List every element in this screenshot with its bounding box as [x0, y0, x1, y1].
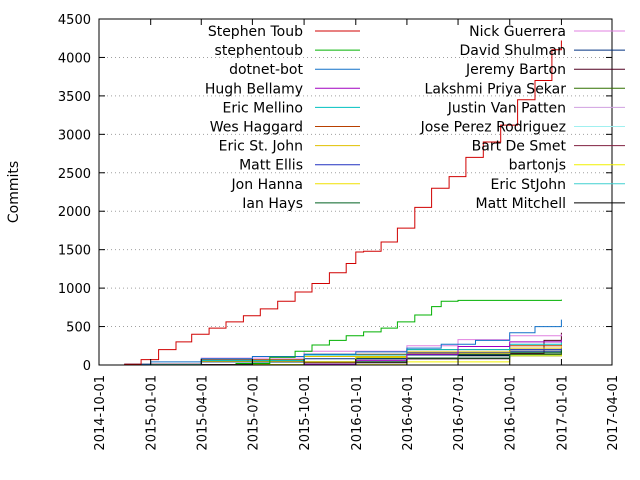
legend-label: bartonjs	[509, 158, 566, 174]
axis-ticks: 0 500 1000 1500 2000 2500 3000 3500 4000 4500 2014…	[58, 13, 621, 451]
x-tick-label: 2014-10-01	[93, 375, 108, 451]
y-tick-label: 4500	[58, 13, 91, 28]
legend-label: Eric St. John	[219, 139, 303, 155]
legend-label: Matt Mitchell	[475, 196, 566, 212]
y-tick-label: 500	[66, 321, 91, 336]
y-tick-label: 1000	[58, 282, 91, 297]
y-tick-label: 0	[83, 359, 91, 374]
legend-label: Jose Perez Rodriguez	[420, 120, 566, 136]
legend-label: David Shulman	[460, 43, 566, 59]
x-tick-label: 2015-07-01	[246, 375, 261, 451]
x-tick-label: 2016-04-01	[401, 375, 416, 451]
x-tick-label: 2016-10-01	[504, 375, 519, 451]
x-tick-label: 2015-10-01	[298, 375, 313, 451]
x-tick-label: 2015-01-01	[145, 375, 160, 451]
legend-label: Nick Guerrera	[469, 24, 566, 40]
legend-label: Lakshmi Priya Sekar	[425, 81, 567, 97]
x-tick-label: 2015-04-01	[195, 375, 210, 451]
x-tick-label: 2017-01-01	[555, 375, 570, 451]
legend-label: Eric StJohn	[491, 177, 566, 193]
legend-label: Eric Mellino	[223, 100, 303, 116]
y-tick-label: 3000	[58, 128, 91, 143]
legend-label: Ian Hays	[242, 196, 303, 212]
y-tick-label: 1500	[58, 244, 91, 259]
series-line-1	[235, 299, 562, 364]
legend-label: Justin Van Patten	[447, 100, 566, 116]
legend-label: stephentoub	[215, 43, 304, 59]
grid-lines	[99, 56, 612, 328]
y-tick-label: 4000	[58, 51, 91, 66]
legend: Stephen Toub stephentoub dotnet-bot Hugh Be…	[205, 24, 625, 212]
x-tick-label: 2017-04-01	[606, 375, 621, 451]
legend-label: Hugh Bellamy	[205, 81, 303, 97]
y-axis-title: Commits	[6, 161, 22, 223]
y-tick-label: 3500	[58, 90, 91, 105]
legend-label: Jeremy Barton	[465, 62, 566, 78]
legend-label: Jon Hanna	[231, 177, 303, 193]
x-tick-label: 2016-01-01	[350, 375, 365, 451]
legend-label: Bart De Smet	[472, 139, 567, 155]
y-tick-label: 2000	[58, 205, 91, 220]
legend-label: Stephen Toub	[208, 24, 303, 40]
legend-label: Matt Ellis	[239, 158, 303, 174]
series-line-0	[124, 40, 562, 365]
y-tick-label: 2500	[58, 167, 91, 182]
x-tick-label: 2016-07-01	[452, 375, 467, 451]
legend-label: Wes Haggard	[210, 120, 303, 136]
legend-label: dotnet-bot	[229, 62, 303, 78]
